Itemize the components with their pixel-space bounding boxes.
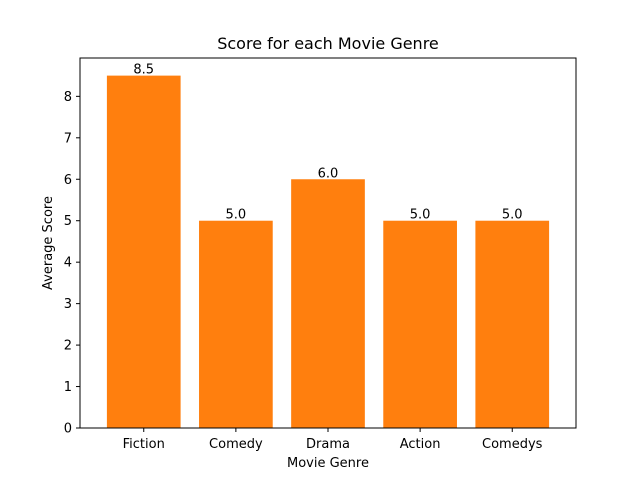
x-tick-label: Comedy	[209, 437, 263, 452]
x-tick-label: Fiction	[123, 437, 165, 452]
bar-value-label: 5.0	[226, 208, 247, 223]
y-tick-label: 1	[64, 380, 72, 395]
y-axis-label: Average Score	[41, 196, 56, 290]
bar-value-label: 6.0	[318, 166, 339, 181]
y-tick-label: 6	[64, 173, 72, 188]
bar-value-label: 8.5	[133, 63, 154, 78]
x-tick-label: Drama	[306, 437, 350, 452]
chart-title: Score for each Movie Genre	[217, 34, 439, 53]
bar-value-label: 5.0	[502, 208, 523, 223]
bar-action	[383, 220, 457, 428]
x-axis-label: Movie Genre	[287, 456, 369, 471]
x-axis-ticks: Fiction Comedy Drama Action Comedys	[123, 428, 543, 452]
y-tick-label: 5	[64, 214, 72, 229]
x-tick-label: Comedys	[482, 437, 543, 452]
y-tick-label: 2	[64, 339, 72, 354]
x-tick-label: Action	[400, 437, 441, 452]
y-tick-label: 3	[64, 297, 72, 312]
value-labels-group: 8.5 5.0 6.0 5.0 5.0	[133, 63, 522, 223]
y-tick-label: 0	[64, 422, 72, 437]
bars-group	[106, 75, 550, 428]
bar-comedys	[475, 220, 550, 428]
bar-comedy	[199, 220, 273, 428]
bar-value-label: 5.0	[410, 208, 431, 223]
y-tick-label: 7	[64, 131, 72, 146]
y-tick-label: 8	[64, 90, 72, 105]
bar-drama	[291, 179, 365, 428]
y-tick-label: 4	[64, 256, 72, 271]
y-axis-ticks: 0 1 2 3 4 5 6 7 8	[64, 90, 80, 437]
plot-frame	[79, 57, 577, 429]
bar-fiction	[106, 75, 181, 428]
